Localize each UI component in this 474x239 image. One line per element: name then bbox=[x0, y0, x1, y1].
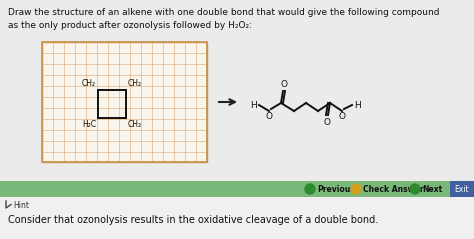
Bar bbox=[42, 42, 207, 162]
Text: Hint: Hint bbox=[13, 201, 29, 210]
Text: Draw the structure of an alkene with one double bond that would give the followi: Draw the structure of an alkene with one… bbox=[8, 8, 439, 29]
Text: O: O bbox=[323, 118, 330, 127]
Text: H: H bbox=[354, 101, 361, 109]
Text: H: H bbox=[250, 101, 257, 109]
Bar bbox=[0, 197, 474, 239]
Text: Consider that ozonolysis results in the oxidative cleavage of a double bond.: Consider that ozonolysis results in the … bbox=[8, 215, 378, 225]
Text: CH₂: CH₂ bbox=[128, 120, 142, 129]
Text: CH₂: CH₂ bbox=[82, 79, 96, 88]
Text: O: O bbox=[265, 112, 273, 121]
Text: Exit: Exit bbox=[455, 185, 469, 194]
Circle shape bbox=[410, 184, 420, 194]
Text: H₂C: H₂C bbox=[82, 120, 96, 129]
Bar bbox=[0, 181, 474, 197]
Text: Next: Next bbox=[422, 185, 442, 194]
Text: Previous: Previous bbox=[317, 185, 355, 194]
Text: O: O bbox=[338, 112, 346, 121]
Text: Check Answer: Check Answer bbox=[363, 185, 424, 194]
Circle shape bbox=[351, 184, 361, 194]
Bar bbox=[42, 42, 207, 162]
Bar bbox=[450, 181, 474, 197]
Bar bbox=[0, 0, 474, 195]
Circle shape bbox=[305, 184, 315, 194]
Text: O: O bbox=[281, 80, 288, 89]
Text: CH₂: CH₂ bbox=[128, 79, 142, 88]
